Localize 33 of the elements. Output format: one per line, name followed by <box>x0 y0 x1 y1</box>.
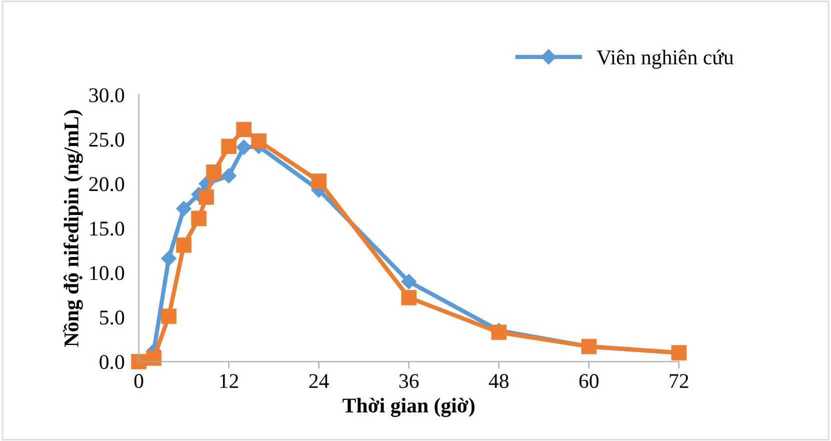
point <box>251 133 266 149</box>
x-tick-label: 60 <box>579 374 599 388</box>
point <box>176 201 192 216</box>
x-tick-label: 0 <box>134 374 144 388</box>
x-tick-label: 72 <box>670 374 688 388</box>
point <box>236 140 252 155</box>
x-axis-title: Thời gian (giờ) <box>342 398 474 417</box>
point <box>221 138 236 154</box>
y-tick-label: 10.0 <box>90 266 124 280</box>
y-tick-label: 0.0 <box>100 354 124 370</box>
point <box>401 290 416 306</box>
x-tick-label: 36 <box>399 374 419 388</box>
x-tick-label: 12 <box>220 374 238 388</box>
y-axis-title: Nồng độ nifedipin (ng/mL) <box>63 110 83 347</box>
x-tick-label: 48 <box>488 374 508 388</box>
y-tick-label: 20.0 <box>89 177 124 192</box>
legend-label: Viên nghiên cứu <box>596 50 734 69</box>
point <box>206 164 222 180</box>
point <box>161 308 176 324</box>
y-tick-label: 30.0 <box>89 88 124 102</box>
y-tick-label: 25.0 <box>89 132 124 147</box>
point <box>221 168 236 184</box>
point <box>146 350 162 366</box>
point <box>191 210 206 226</box>
y-tick-label: 15.0 <box>90 222 124 236</box>
x-tick-label: 24 <box>309 374 329 388</box>
point <box>198 189 214 205</box>
point <box>401 274 416 290</box>
point <box>176 237 192 253</box>
point <box>311 173 326 189</box>
point <box>161 250 176 266</box>
point <box>236 122 252 138</box>
y-tick-label: 5.0 <box>100 310 124 325</box>
